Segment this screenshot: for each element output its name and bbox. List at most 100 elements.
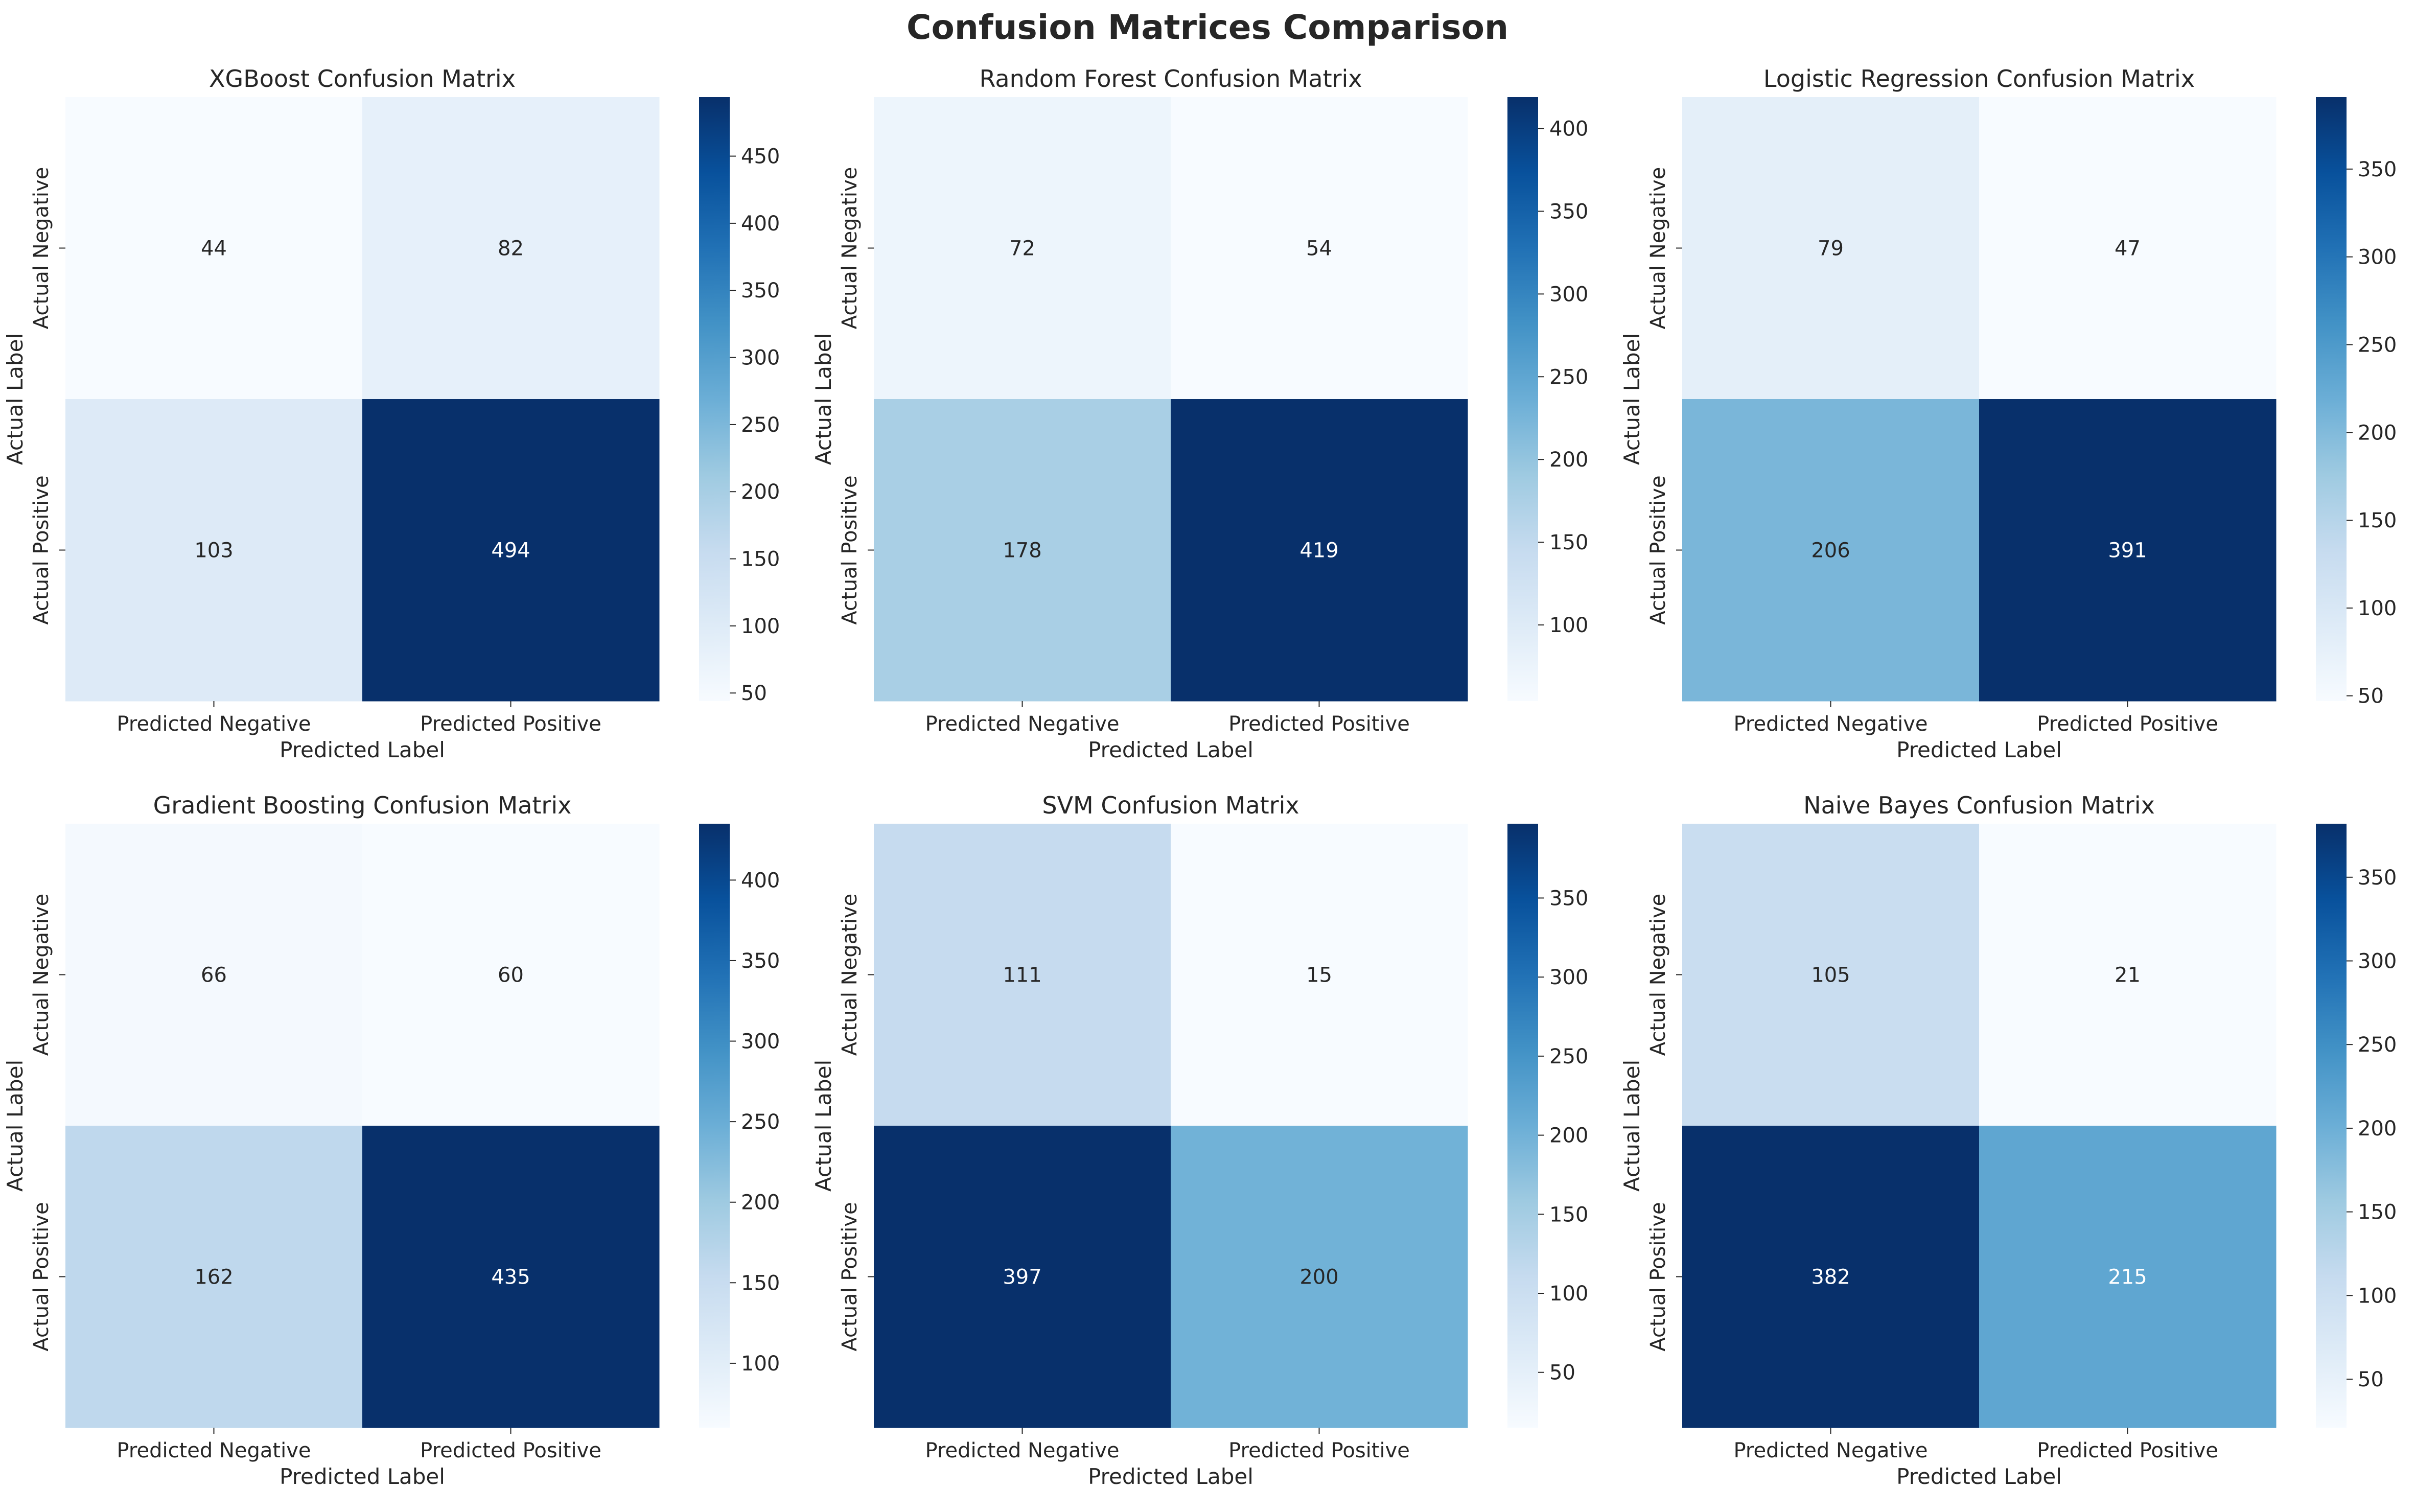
logistic-regression-xtick-label-1: Predicted Positive bbox=[2037, 712, 2218, 736]
xgboost-colorbar-tick-label-4: 250 bbox=[741, 413, 780, 437]
xgboost-colorbar-tick-label-2: 150 bbox=[741, 548, 780, 571]
svm-ytick-label-0: Actual Negative bbox=[838, 894, 862, 1056]
naive-bayes-colorbar-tick-label-5: 300 bbox=[2358, 949, 2397, 973]
gradient-boosting-colorbar-tick-label-0: 100 bbox=[741, 1352, 780, 1376]
svm-cell-value-r1-c1: 200 bbox=[1299, 1266, 1338, 1289]
xgboost-cell-r0-c0 bbox=[65, 97, 363, 400]
random-forest-cell-value-r0-c1: 54 bbox=[1306, 237, 1332, 261]
logistic-regression-cell-value-r0-c0: 79 bbox=[1818, 237, 1844, 261]
gradient-boosting-xtick-label-0: Predicted Negative bbox=[117, 1439, 311, 1462]
random-forest-xlabel: Predicted Label bbox=[1088, 737, 1253, 762]
svm-colorbar-tick-label-0: 50 bbox=[1549, 1361, 1575, 1385]
naive-bayes-title: Naive Bayes Confusion Matrix bbox=[1803, 792, 2155, 819]
svm-cell-r1-c0 bbox=[874, 1126, 1171, 1428]
xgboost-colorbar-tick-label-5: 300 bbox=[741, 346, 780, 370]
svm-xlabel: Predicted Label bbox=[1088, 1464, 1253, 1489]
xgboost-title: XGBoost Confusion Matrix bbox=[209, 65, 516, 92]
svm-title: SVM Confusion Matrix bbox=[1042, 792, 1299, 819]
logistic-regression-xtick-label-0: Predicted Negative bbox=[1734, 712, 1928, 736]
random-forest-cell-value-r1-c0: 178 bbox=[1003, 539, 1041, 563]
random-forest-xtick-label-0: Predicted Negative bbox=[925, 712, 1120, 736]
naive-bayes-colorbar-tick-label-1: 100 bbox=[2358, 1284, 2397, 1308]
svm-colorbar-tick-label-2: 150 bbox=[1549, 1203, 1588, 1226]
xgboost-colorbar-tick-label-6: 350 bbox=[741, 279, 780, 303]
gradient-boosting-colorbar-tick-label-1: 150 bbox=[741, 1271, 780, 1295]
naive-bayes-cell-r1-c1 bbox=[1979, 1126, 2277, 1428]
svm-colorbar-tick-label-6: 350 bbox=[1549, 887, 1588, 910]
xgboost-ylabel: Actual Label bbox=[3, 333, 28, 465]
naive-bayes-cell-value-r0-c0: 105 bbox=[1811, 964, 1850, 987]
gradient-boosting-colorbar-tick-label-5: 350 bbox=[741, 949, 780, 973]
svm-cell-r0-c0 bbox=[874, 824, 1171, 1126]
random-forest-xtick-label-1: Predicted Positive bbox=[1228, 712, 1410, 736]
random-forest-colorbar-tick-label-3: 250 bbox=[1549, 365, 1588, 389]
panels: XGBoost Confusion Matrix 44 82 103 494 Predic… bbox=[3, 65, 2397, 1489]
naive-bayes-cell-r1-c0 bbox=[1682, 1126, 1980, 1428]
logistic-regression-title: Logistic Regression Confusion Matrix bbox=[1763, 65, 2195, 92]
logistic-regression-cell-value-r1-c1: 391 bbox=[2108, 539, 2147, 563]
naive-bayes-panel: Naive Bayes Confusion Matrix 105 21 382 215 P… bbox=[1619, 792, 2397, 1489]
naive-bayes-cell-r0-c1 bbox=[1979, 824, 2277, 1126]
gradient-boosting-cell-value-r0-c1: 60 bbox=[498, 964, 524, 987]
svm-cell-value-r1-c0: 397 bbox=[1003, 1266, 1041, 1289]
logistic-regression-ytick-label-0: Actual Negative bbox=[1646, 167, 1670, 330]
naive-bayes-colorbar-tick-label-0: 50 bbox=[2358, 1368, 2384, 1391]
logistic-regression-colorbar-tick-label-0: 50 bbox=[2358, 685, 2384, 708]
svm-panel: SVM Confusion Matrix 111 15 397 200 Predicted… bbox=[811, 792, 1588, 1489]
xgboost-colorbar-tick-label-0: 50 bbox=[741, 682, 767, 705]
svm-ytick-label-1: Actual Positive bbox=[838, 1202, 862, 1351]
naive-bayes-colorbar-tick-label-6: 350 bbox=[2358, 866, 2397, 890]
gradient-boosting-ytick-label-1: Actual Positive bbox=[30, 1202, 53, 1351]
naive-bayes-cell-value-r0-c1: 21 bbox=[2115, 964, 2141, 987]
naive-bayes-ylabel: Actual Label bbox=[1619, 1060, 1644, 1192]
random-forest-cell-r1-c1 bbox=[1171, 399, 1468, 702]
xgboost-xlabel: Predicted Label bbox=[280, 737, 445, 762]
svm-cell-r1-c1 bbox=[1171, 1126, 1468, 1428]
gradient-boosting-cell-r0-c0 bbox=[65, 824, 363, 1126]
xgboost-cell-r0-c1 bbox=[362, 97, 660, 400]
svm-cell-r0-c1 bbox=[1171, 824, 1468, 1126]
svm-colorbar-tick-label-4: 250 bbox=[1549, 1045, 1588, 1068]
logistic-regression-cell-r0-c1 bbox=[1979, 97, 2277, 400]
logistic-regression-cell-value-r1-c0: 206 bbox=[1811, 539, 1850, 563]
xgboost-cell-value-r0-c1: 82 bbox=[498, 237, 524, 261]
logistic-regression-colorbar-tick-label-2: 150 bbox=[2358, 509, 2397, 532]
gradient-boosting-colorbar bbox=[699, 824, 730, 1428]
naive-bayes-xlabel: Predicted Label bbox=[1896, 1464, 2062, 1489]
svm-colorbar bbox=[1507, 824, 1538, 1428]
gradient-boosting-cell-r0-c1 bbox=[362, 824, 660, 1126]
logistic-regression-ylabel: Actual Label bbox=[1619, 333, 1644, 465]
gradient-boosting-cell-r1-c1 bbox=[362, 1126, 660, 1428]
random-forest-cell-value-r1-c1: 419 bbox=[1299, 539, 1338, 563]
gradient-boosting-ylabel: Actual Label bbox=[3, 1060, 28, 1192]
naive-bayes-colorbar-tick-label-3: 200 bbox=[2358, 1117, 2397, 1141]
svm-cell-value-r0-c1: 15 bbox=[1306, 964, 1332, 987]
xgboost-cell-value-r1-c1: 494 bbox=[491, 539, 530, 563]
gradient-boosting-xtick-label-1: Predicted Positive bbox=[420, 1439, 601, 1462]
gradient-boosting-panel: Gradient Boosting Confusion Matrix 66 60 16… bbox=[3, 792, 780, 1489]
gradient-boosting-cell-value-r1-c1: 435 bbox=[491, 1266, 530, 1289]
random-forest-colorbar-tick-label-2: 200 bbox=[1549, 448, 1588, 472]
svm-colorbar-tick-label-1: 100 bbox=[1549, 1282, 1588, 1306]
random-forest-title: Random Forest Confusion Matrix bbox=[979, 65, 1362, 92]
logistic-regression-ytick-label-1: Actual Positive bbox=[1646, 475, 1670, 624]
xgboost-colorbar-tick-label-7: 400 bbox=[741, 212, 780, 236]
gradient-boosting-colorbar-tick-label-2: 200 bbox=[741, 1191, 780, 1215]
random-forest-ytick-label-0: Actual Negative bbox=[838, 167, 862, 330]
naive-bayes-xtick-label-1: Predicted Positive bbox=[2037, 1439, 2218, 1462]
logistic-regression-colorbar-tick-label-3: 200 bbox=[2358, 421, 2397, 445]
gradient-boosting-cell-r1-c0 bbox=[65, 1126, 363, 1428]
xgboost-colorbar-tick-label-1: 100 bbox=[741, 615, 780, 638]
xgboost-cell-r1-c1 bbox=[362, 399, 660, 702]
xgboost-cell-r1-c0 bbox=[65, 399, 363, 702]
naive-bayes-ytick-label-1: Actual Positive bbox=[1646, 1202, 1670, 1351]
naive-bayes-colorbar-tick-label-4: 250 bbox=[2358, 1033, 2397, 1057]
figure-title: Confusion Matrices Comparison bbox=[907, 8, 1508, 47]
gradient-boosting-ytick-label-0: Actual Negative bbox=[30, 894, 53, 1056]
logistic-regression-cell-r1-c0 bbox=[1682, 399, 1980, 702]
random-forest-cell-r0-c0 bbox=[874, 97, 1171, 400]
naive-bayes-cell-value-r1-c0: 382 bbox=[1811, 1266, 1850, 1289]
random-forest-colorbar-tick-label-5: 350 bbox=[1549, 200, 1588, 223]
xgboost-panel: XGBoost Confusion Matrix 44 82 103 494 Predic… bbox=[3, 65, 780, 762]
